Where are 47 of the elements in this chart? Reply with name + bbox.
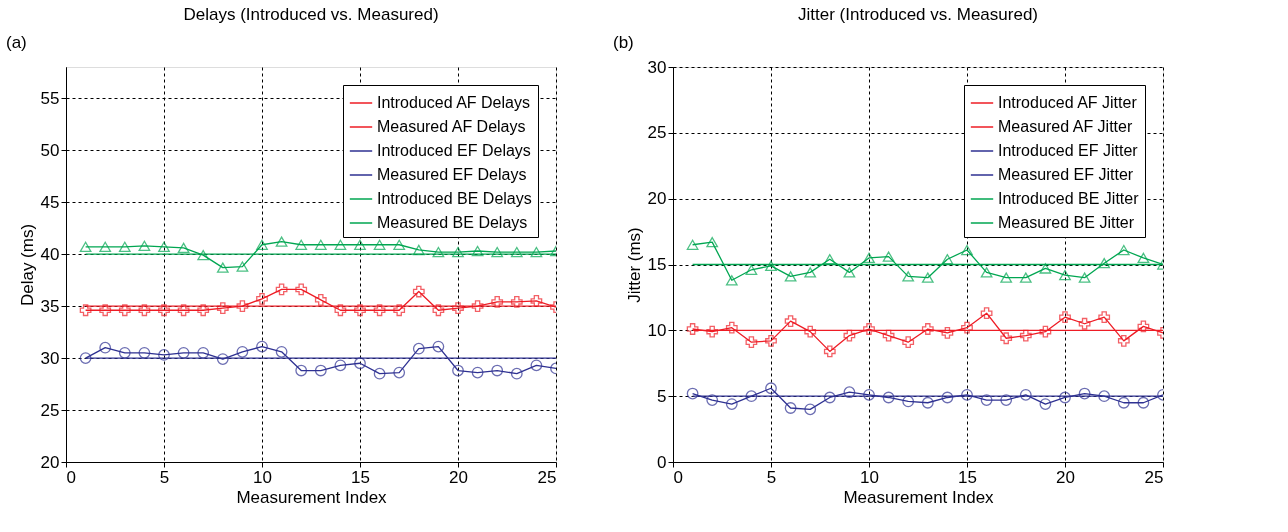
text: (a) [6,33,27,52]
x-tick-label: 25 [537,467,557,487]
legend-label: Measured EF Delays [377,166,527,183]
legend-label: Introduced BE Delays [377,190,532,207]
x-tick-label: 5 [766,467,777,487]
x-tick-label: 10 [253,467,272,487]
legend-label: Introduced EF Jitter [998,142,1139,159]
y-axis-title: Delay (ms) [17,223,37,307]
x-tick-label: 15 [351,467,370,487]
x-axis-title: Measurement Index [236,487,388,507]
chart-title: Delays (Introduced vs. Measured) [183,5,439,24]
y-tick-label: 30 [647,57,667,77]
x-tick-label: 15 [958,467,977,487]
legend-label: Introduced EF Delays [377,142,531,159]
y-tick-label: 5 [657,386,667,406]
y-tick-label: 50 [40,140,60,160]
y-tick-label: 55 [40,88,60,108]
x-tick-label: 0 [673,467,683,487]
legend-label: Measured BE Delays [377,214,528,231]
y-tick-label: 20 [647,189,667,209]
x-tick-label: 10 [860,467,879,487]
y-tick-label: 0 [657,452,667,472]
legend-label: Measured BE Jitter [998,214,1135,231]
y-tick-label: 30 [40,348,60,368]
x-tick-label: 20 [1056,467,1075,487]
y-tick-label: 35 [40,296,60,316]
legend-label: Measured EF Jitter [998,166,1134,183]
y-tick-label: 40 [40,244,60,264]
y-axis-title: Jitter (ms) [624,227,644,303]
legend-label: Measured AF Jitter [998,118,1133,135]
y-tick-label: 25 [647,123,667,143]
legend-label: Introduced BE Jitter [998,190,1140,207]
legend-label: Introduced AF Delays [377,94,530,111]
y-tick-label: 25 [40,400,60,420]
y-tick-label: 20 [40,452,60,472]
x-tick-label: 5 [159,467,170,487]
chart-title: Jitter (Introduced vs. Measured) [798,5,1038,24]
y-tick-label: 45 [40,192,60,212]
x-tick-label: 0 [66,467,76,487]
legend-label: Introduced AF Jitter [998,94,1138,111]
legend-label: Measured AF Delays [377,118,526,135]
x-axis-title: Measurement Index [843,487,995,507]
y-tick-label: 10 [647,320,667,340]
text: (b) [613,33,634,52]
x-tick-label: 25 [1144,467,1164,487]
x-tick-label: 20 [449,467,468,487]
y-tick-label: 15 [647,255,667,274]
